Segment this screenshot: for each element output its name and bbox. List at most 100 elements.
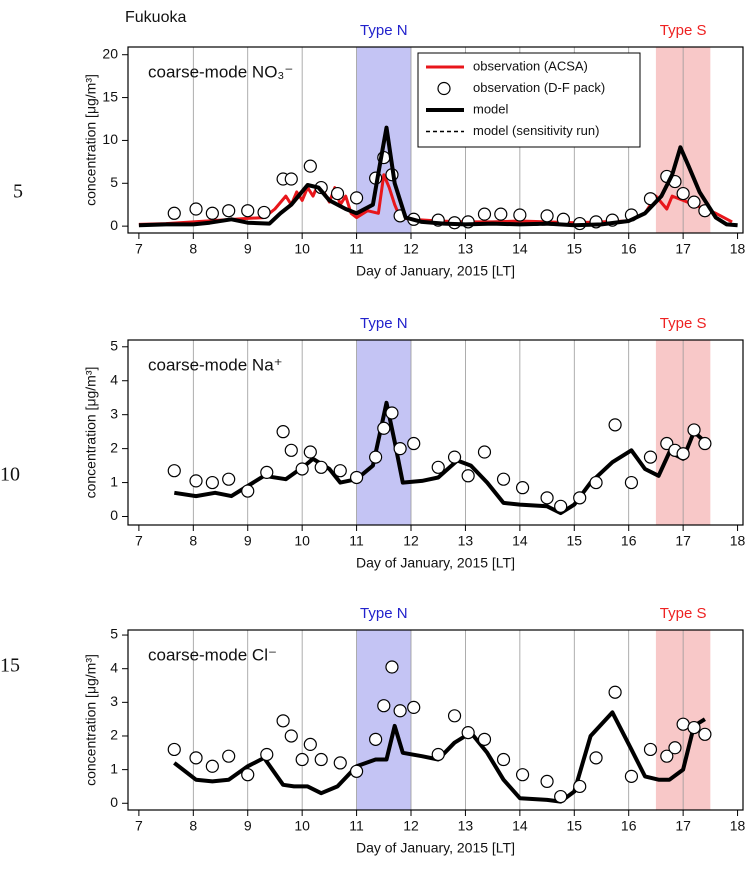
y-tick-label: 0 <box>110 794 118 810</box>
data-point <box>393 442 407 456</box>
legend-symbol <box>437 81 451 96</box>
data-point <box>295 752 309 767</box>
data-point <box>407 436 421 451</box>
x-tick-label: 17 <box>675 818 691 834</box>
x-tick-label: 8 <box>189 533 197 549</box>
y-tick-label: 1 <box>110 473 118 489</box>
data-point <box>540 774 554 789</box>
x-tick-label: 10 <box>294 818 310 834</box>
legend-label: observation (D-F pack) <box>473 80 605 95</box>
region-label: Type S <box>660 22 707 39</box>
data-point <box>257 205 271 220</box>
x-tick-label: 9 <box>244 533 252 549</box>
region-label: Type N <box>360 605 408 622</box>
data-point <box>303 159 317 173</box>
data-point <box>333 756 347 770</box>
data-point <box>477 445 492 459</box>
data-point <box>515 768 530 782</box>
data-point <box>241 768 255 782</box>
data-point <box>276 714 290 728</box>
region-label: Type S <box>660 605 707 622</box>
data-point <box>222 204 236 218</box>
y-tick-label: 2 <box>110 439 118 455</box>
data-point <box>407 700 421 714</box>
x-axis-title: Day of January, 2015 [LT] <box>356 555 515 571</box>
data-point <box>385 406 399 420</box>
data-point <box>624 769 639 783</box>
data-point <box>573 491 587 505</box>
y-tick-label: 10 <box>102 131 118 147</box>
data-point <box>608 685 622 699</box>
data-point <box>698 436 712 451</box>
data-point <box>687 423 701 437</box>
data-point <box>513 208 527 222</box>
x-tick-label: 15 <box>566 818 582 834</box>
data-point <box>222 749 236 763</box>
x-tick-label: 16 <box>621 818 637 834</box>
data-point <box>447 709 462 723</box>
x-tick-label: 9 <box>244 241 252 257</box>
data-point <box>447 450 462 464</box>
data-line <box>173 400 707 516</box>
data-point <box>303 445 317 459</box>
legend-label: model <box>473 101 509 116</box>
x-tick-label: 7 <box>135 818 143 834</box>
line-number: 5 <box>13 181 23 203</box>
data-point <box>330 186 345 201</box>
data-point <box>496 472 511 486</box>
x-tick-label: 12 <box>403 241 419 257</box>
data-point <box>349 764 364 778</box>
x-tick-label: 11 <box>349 533 364 549</box>
data-point <box>284 172 298 186</box>
x-tick-label: 18 <box>730 818 746 834</box>
data-point <box>624 475 639 490</box>
x-tick-label: 8 <box>189 241 197 257</box>
data-point <box>349 191 364 205</box>
data-point <box>377 421 391 435</box>
x-tick-label: 13 <box>458 533 474 549</box>
data-point <box>477 207 492 221</box>
data-point <box>431 460 445 474</box>
data-point <box>515 481 530 495</box>
data-line <box>138 125 738 228</box>
y-tick-label: 0 <box>110 507 118 523</box>
plot-frame <box>127 629 744 811</box>
data-point <box>284 729 298 743</box>
data-point <box>676 186 690 201</box>
data-point <box>393 704 407 718</box>
x-tick-label: 10 <box>294 241 310 257</box>
y-tick-label: 20 <box>102 45 118 61</box>
x-tick-label: 10 <box>294 533 310 549</box>
x-tick-label: 15 <box>566 241 582 257</box>
y-tick-label: 5 <box>110 174 118 190</box>
data-point <box>276 425 290 439</box>
y-axis-title: concentration [μg/m³] <box>83 367 99 499</box>
data-point <box>540 491 554 505</box>
y-tick-label: 3 <box>110 405 118 421</box>
data-point <box>314 460 328 474</box>
data-point <box>698 727 712 741</box>
data-point <box>241 484 255 498</box>
legend-label: observation (ACSA) <box>473 58 588 73</box>
line-number: 15 <box>0 655 20 677</box>
x-tick-label: 9 <box>244 818 252 834</box>
data-point <box>477 732 492 746</box>
data-point <box>643 742 658 757</box>
y-tick-label: 5 <box>110 626 118 642</box>
x-tick-label: 13 <box>458 818 474 834</box>
x-tick-label: 18 <box>730 533 746 549</box>
line-number: 10 <box>0 464 20 486</box>
region-label: Type N <box>360 315 408 332</box>
data-point <box>333 464 347 478</box>
x-tick-label: 11 <box>349 818 364 834</box>
data-point <box>369 732 383 746</box>
x-tick-label: 14 <box>512 533 528 549</box>
data-point <box>461 726 475 740</box>
data-point <box>608 418 622 432</box>
x-tick-label: 8 <box>189 818 197 834</box>
x-tick-label: 14 <box>512 818 528 834</box>
x-tick-label: 7 <box>135 533 143 549</box>
x-tick-label: 15 <box>566 533 582 549</box>
data-point <box>369 450 383 464</box>
